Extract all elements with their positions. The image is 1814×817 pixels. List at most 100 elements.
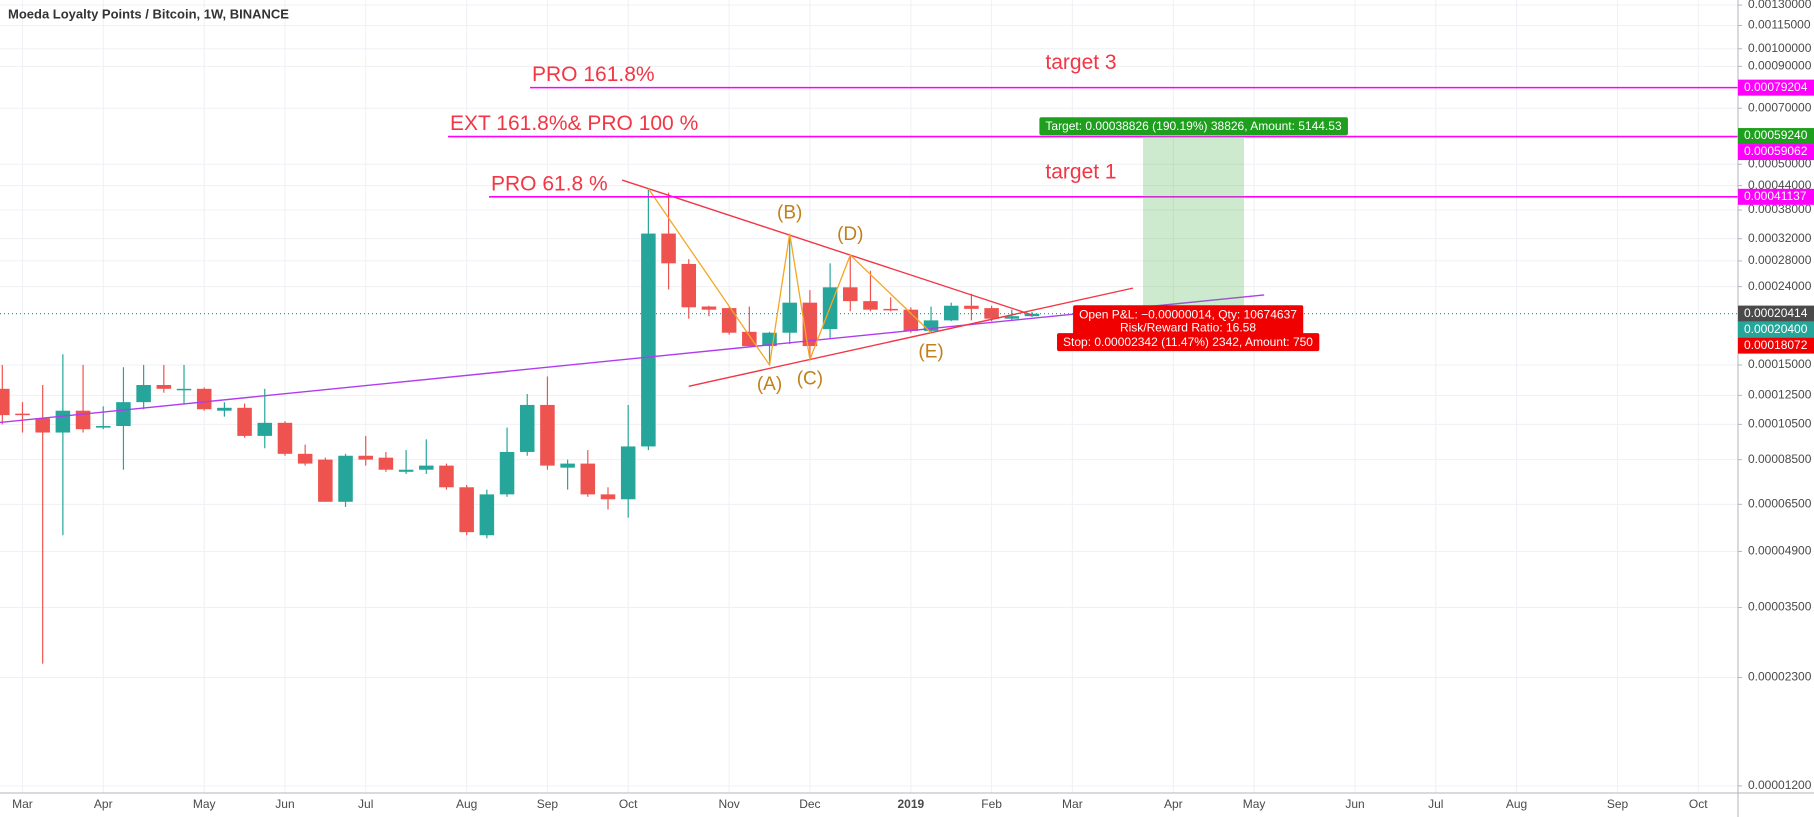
x-tick-label: Aug xyxy=(1506,797,1527,811)
price-badge xyxy=(1738,188,1814,205)
candle-body xyxy=(95,425,111,428)
candle-body xyxy=(641,233,656,447)
y-tick-label: 0.00004900 xyxy=(1748,544,1812,558)
y-tick-label: 0.00002300 xyxy=(1748,670,1812,684)
price-badge xyxy=(1738,79,1814,96)
y-tick-label: 0.00090000 xyxy=(1748,59,1812,73)
x-tick-label: Nov xyxy=(718,797,739,811)
candle-body xyxy=(863,301,878,310)
candle-body xyxy=(721,308,737,333)
candle-body xyxy=(75,410,91,430)
wave-label: (B) xyxy=(777,203,802,224)
candle-body xyxy=(499,451,515,495)
y-tick-label: 0.00010500 xyxy=(1748,417,1812,431)
y-tick-label: 0.00100000 xyxy=(1748,41,1812,55)
candle-body xyxy=(681,263,697,308)
candle-body xyxy=(257,422,273,436)
pnl-badge-bg xyxy=(1073,305,1304,337)
support-trendline xyxy=(0,294,1265,424)
y-tick-label: 0.00070000 xyxy=(1748,100,1812,114)
candle-body xyxy=(459,487,474,533)
y-tick-label: 0.00044000 xyxy=(1748,178,1812,192)
fib-level-label: PRO 61.8 % xyxy=(491,172,608,195)
candle-body xyxy=(984,308,999,319)
y-tick-label: 0.00003500 xyxy=(1748,600,1812,614)
x-tick-label: Oct xyxy=(1689,797,1708,811)
price-badge-label: 0.00079204 xyxy=(1744,80,1808,94)
candle-body xyxy=(338,455,353,502)
triangle-lower-line xyxy=(688,287,1134,387)
candle-body xyxy=(580,463,596,495)
candle-body xyxy=(15,413,30,416)
candle-body xyxy=(116,402,131,426)
candle-body xyxy=(479,494,495,536)
candle-body xyxy=(0,388,10,416)
price-badge-label: 0.00020414 xyxy=(1744,306,1808,320)
x-tick-label: May xyxy=(193,797,216,811)
price-badge-label: 0.00020400 xyxy=(1744,322,1808,336)
wave-label: (C) xyxy=(797,369,823,390)
candle-body xyxy=(540,404,555,466)
candle-body xyxy=(1024,313,1040,317)
x-tick-label: Feb xyxy=(981,797,1002,811)
candle-body xyxy=(358,455,373,460)
candle-body xyxy=(297,453,313,464)
x-tick-label: Mar xyxy=(1062,797,1083,811)
x-tick-label: Jun xyxy=(275,797,294,811)
candle-body xyxy=(156,385,172,389)
x-tick-label: 2019 xyxy=(897,797,924,811)
candle-body xyxy=(943,305,959,321)
x-tick-label: Jul xyxy=(1428,797,1443,811)
candle-body xyxy=(620,446,636,500)
x-tick-label: Jun xyxy=(1345,797,1364,811)
candle-body xyxy=(782,302,797,333)
price-badge-label: 0.00059062 xyxy=(1744,144,1808,158)
candle-body xyxy=(843,287,858,302)
candle-body xyxy=(661,233,676,264)
y-tick-label: 0.00015000 xyxy=(1748,357,1812,371)
y-tick-label: 0.00028000 xyxy=(1748,253,1812,267)
x-tick-label: Aug xyxy=(456,797,477,811)
candle-body xyxy=(560,463,575,468)
pnl-badge-text: Risk/Reward Ratio: 16.58 xyxy=(1120,320,1256,334)
candle-body xyxy=(378,457,394,470)
y-tick-label: 0.00006500 xyxy=(1748,497,1812,511)
candle-body xyxy=(176,388,192,391)
candle-body xyxy=(277,422,293,454)
x-tick-label: Mar xyxy=(12,797,33,811)
axes: 0.00130000 0.00115000 0.00100000 0.00090000… xyxy=(12,0,1814,811)
x-tick-label: Oct xyxy=(619,797,638,811)
candle-body xyxy=(318,459,333,502)
target-label: target 1 xyxy=(1045,160,1116,183)
y-tick-label: 0.00115000 xyxy=(1748,18,1811,32)
wave-zigzag xyxy=(647,188,932,367)
y-tick-label: 0.00001200 xyxy=(1748,778,1812,792)
pnl-badge: Open P&L: −0.00000014, Qty: 10674637Risk… xyxy=(1073,305,1304,337)
price-badge xyxy=(1738,321,1814,338)
candle-body xyxy=(35,418,50,433)
candle-body xyxy=(600,494,616,500)
candle-body xyxy=(419,465,434,470)
grid xyxy=(0,0,1738,793)
candle-body xyxy=(196,388,212,410)
candle-body xyxy=(55,410,71,433)
x-tick-label: Apr xyxy=(1164,797,1183,811)
candle-body xyxy=(237,407,252,436)
target-label: target 3 xyxy=(1045,51,1116,74)
x-tick-label: Dec xyxy=(799,797,820,811)
candle-body xyxy=(742,331,757,347)
y-tick-label: 0.00130000 xyxy=(1748,0,1812,11)
price-badge-label: 0.00059240 xyxy=(1744,128,1808,142)
wave-label: (A) xyxy=(757,374,782,395)
candle-body xyxy=(398,469,414,472)
target-badge-bg xyxy=(1039,117,1348,136)
chart-title: Moeda Loyalty Points / Bitcoin, 1W, BINA… xyxy=(8,6,289,21)
x-tick-label: Sep xyxy=(537,797,559,811)
candle-body xyxy=(964,305,979,309)
candle-body xyxy=(519,404,535,452)
wave-label: (D) xyxy=(837,224,863,245)
y-tick-label: 0.00012500 xyxy=(1748,388,1812,402)
x-tick-label: Apr xyxy=(94,797,113,811)
pnl-badge-text: Open P&L: −0.00000014, Qty: 10674637 xyxy=(1079,307,1297,321)
